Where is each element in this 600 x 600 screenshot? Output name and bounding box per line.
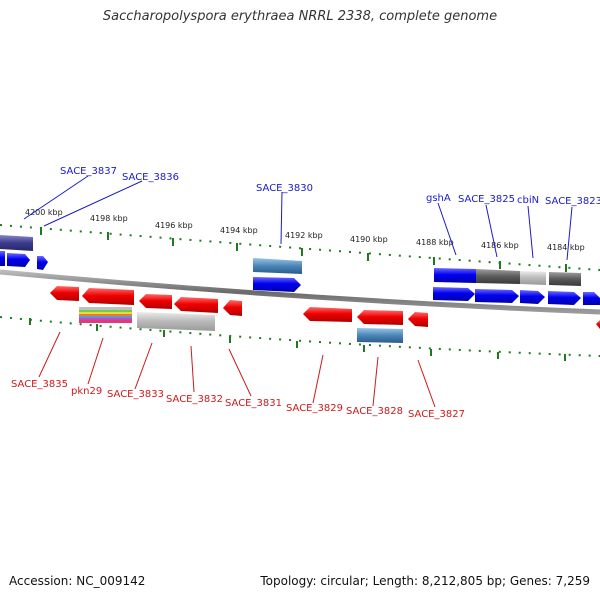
label-sace-3835: SACE_3835 <box>11 379 68 390</box>
gene-forward[interactable] <box>520 290 545 304</box>
genome-backbone <box>0 269 600 315</box>
accession-text: Accession: NC_009142 <box>9 574 146 588</box>
gene-reverse[interactable] <box>174 297 218 313</box>
genome-summary-text: Topology: circular; Length: 8,212,805 bp… <box>260 574 590 588</box>
label-sace-3829: SACE_3829 <box>286 403 343 414</box>
gene-forward[interactable] <box>7 253 30 267</box>
label-sace-3823: SACE_3823 <box>545 196 600 207</box>
gene-sace-3833[interactable] <box>137 312 215 331</box>
label-gsha: gshA <box>426 193 451 204</box>
tick-label: 4200 kbp <box>25 208 63 217</box>
forward-genes <box>0 235 600 305</box>
bottom-leader-lines <box>38 331 436 408</box>
tick-label: 4194 kbp <box>220 226 258 235</box>
gene-forward[interactable] <box>37 256 48 270</box>
label-sace-3837: SACE_3837 <box>60 166 117 177</box>
label-sace-3833: SACE_3833 <box>107 389 164 400</box>
label-sace-3831: SACE_3831 <box>225 398 282 409</box>
gene-reverse[interactable] <box>82 288 134 305</box>
inner-major-ticks <box>29 318 566 361</box>
gene-cbin[interactable] <box>520 271 546 285</box>
tick-label: 4190 kbp <box>350 235 388 244</box>
outer-major-ticks <box>40 227 567 272</box>
gene-reverse[interactable] <box>139 294 172 309</box>
tick-label: 4192 kbp <box>285 231 323 240</box>
tick-label: 4186 kbp <box>481 241 519 250</box>
gene-reverse[interactable] <box>596 320 600 329</box>
gene-forward[interactable] <box>548 291 581 305</box>
map-title: Saccharopolyspora erythraea NRRL 2338, c… <box>102 9 498 24</box>
gene-forward[interactable] <box>475 289 519 303</box>
bottom-gene-labels: SACE_3835 pkn29 SACE_3833 SACE_3832 SACE… <box>11 379 465 420</box>
gene-sace-3835[interactable] <box>50 286 79 301</box>
gene-sace-3827[interactable] <box>408 312 428 327</box>
tick-label: 4196 kbp <box>155 221 193 230</box>
label-pkn29: pkn29 <box>71 386 102 397</box>
gene-forward[interactable] <box>433 287 475 301</box>
gene-sace-3831[interactable] <box>223 300 242 316</box>
label-sace-3836: SACE_3836 <box>122 172 179 183</box>
gene-sace-3823[interactable] <box>549 272 581 286</box>
gene-forward[interactable] <box>0 251 5 266</box>
outer-tick-track <box>0 224 600 271</box>
gene-pkn29[interactable] <box>79 307 132 323</box>
inner-tick-track <box>0 316 600 357</box>
tick-label: 4188 kbp <box>416 238 454 247</box>
tick-labels: 4200 kbp 4198 kbp 4196 kbp 4194 kbp 4192… <box>25 208 585 252</box>
label-sace-3832: SACE_3832 <box>166 394 223 405</box>
gene-sace-3828[interactable] <box>357 310 403 325</box>
label-sace-3828: SACE_3828 <box>346 406 403 417</box>
reverse-genes <box>50 286 600 343</box>
tick-label: 4184 kbp <box>547 243 585 252</box>
gene-sace-3828-band[interactable] <box>357 328 403 343</box>
gene-sace-3837[interactable] <box>0 235 33 251</box>
label-sace-3825: SACE_3825 <box>458 194 515 205</box>
label-sace-3827: SACE_3827 <box>408 409 465 420</box>
top-leader-lines <box>23 175 573 261</box>
label-sace-3830: SACE_3830 <box>256 183 313 194</box>
label-cbin: cbiN <box>517 195 539 206</box>
gene-forward[interactable] <box>583 292 600 305</box>
tick-label: 4198 kbp <box>90 214 128 223</box>
gene-sace-3830[interactable] <box>253 258 302 274</box>
gene-sace-3825[interactable] <box>476 269 520 284</box>
gene-gsha[interactable] <box>434 268 476 283</box>
gene-forward[interactable] <box>253 277 301 292</box>
top-gene-labels: SACE_3837 SACE_3836 SACE_3830 gshA SACE_… <box>60 166 600 207</box>
gene-sace-3829[interactable] <box>303 307 352 322</box>
